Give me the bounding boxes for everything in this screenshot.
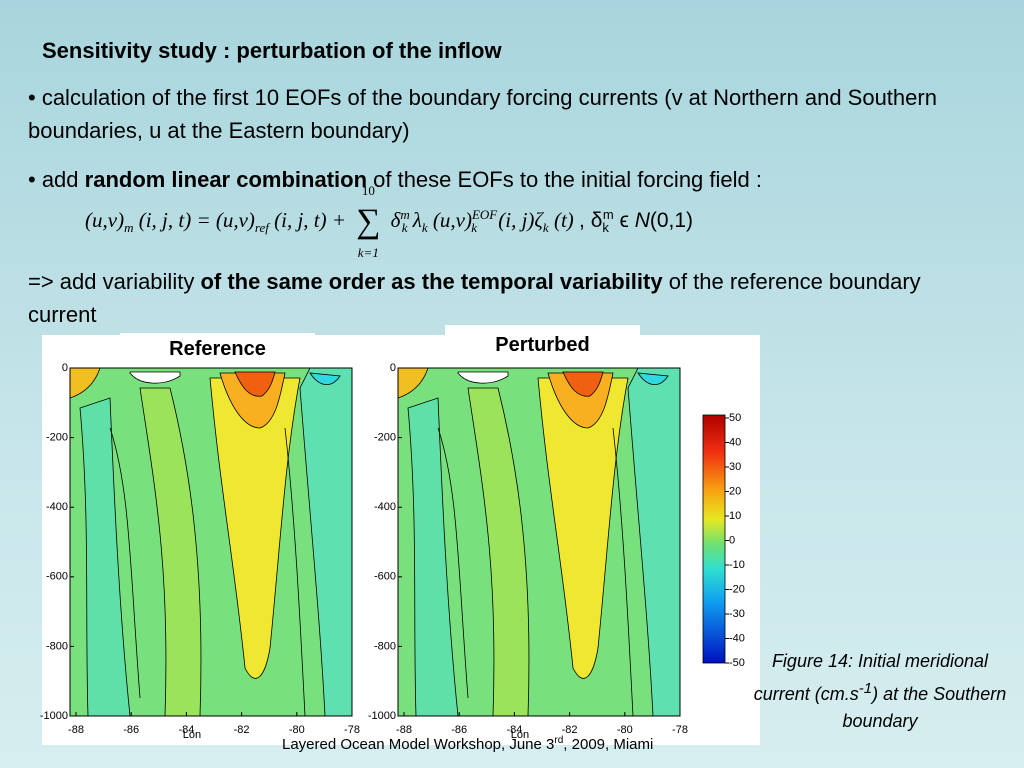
colorbar-tick-label: 10 — [729, 510, 741, 522]
panel-label: Reference — [120, 333, 315, 365]
eq-part: (u,v) — [85, 207, 125, 232]
bullet: • calculation of the first 10 EOFs of th… — [28, 85, 937, 143]
sum: 10 ∑ k=1 — [351, 183, 385, 260]
eq-part: λ — [412, 207, 422, 232]
text: Figure 14: Initial meridional current (c… — [753, 651, 989, 704]
eq-sup: 10 — [361, 183, 375, 198]
text: of these EOFs to the initial forcing fie… — [367, 167, 762, 192]
x-axis-label: Lon — [511, 729, 529, 741]
eq-sub: k — [471, 220, 478, 235]
text: • add — [28, 167, 85, 192]
emphasis: random linear combination — [84, 167, 368, 192]
eq-part: N — [634, 208, 650, 232]
eq-part: (i, j)ζ — [498, 207, 543, 232]
eq-part: (i, j, t) + — [274, 207, 347, 232]
x-tick-label: -82 — [234, 724, 250, 736]
eq-sup: EOF — [471, 206, 498, 222]
x-tick-label: -78 — [344, 724, 360, 736]
x-tick-label: -84 — [178, 724, 194, 736]
x-tick-label: -86 — [451, 724, 467, 736]
eq-part: (t) — [553, 207, 574, 232]
eq-sup: m — [602, 206, 614, 222]
eq-sub: k=1 — [357, 245, 379, 260]
y-tick-label: -800 — [374, 640, 396, 652]
footer: Layered Ocean Model Workshop, June 3rd, … — [282, 735, 653, 753]
eq-part: (i, j, t) = (u,v) — [138, 207, 255, 232]
x-tick-label: -80 — [289, 724, 305, 736]
caption: Figure 14: Initial meridional current (c… — [745, 648, 1015, 735]
eq-part: (u,v) — [432, 207, 472, 232]
equation: (u,v)m (i, j, t) = (u,v)ref (i, j, t) + … — [85, 183, 694, 260]
y-tick-label: -200 — [374, 432, 396, 444]
y-tick-label: -1000 — [368, 710, 396, 722]
x-axis-label: Lon — [183, 729, 201, 741]
y-tick-label: -1000 — [40, 710, 68, 722]
y-tick-label: -400 — [46, 501, 68, 513]
eq-sub: k — [542, 220, 549, 235]
colorbar-tick-label: -50 — [729, 657, 745, 669]
x-tick-label: -84 — [506, 724, 522, 736]
contour-plot — [397, 367, 681, 717]
x-tick-label: -88 — [68, 724, 84, 736]
colorbar-tick-label: 50 — [729, 412, 741, 424]
x-tick-label: -88 — [396, 724, 412, 736]
colorbar-tick-label: -30 — [729, 608, 745, 620]
colorbar — [702, 414, 726, 664]
eq-part: , δ — [579, 208, 603, 232]
colorbar-tick-label: 30 — [729, 461, 741, 473]
x-tick-label: -82 — [562, 724, 578, 736]
y-tick-label: -200 — [46, 432, 68, 444]
superscript: rd — [554, 735, 564, 746]
y-tick-label: -400 — [374, 501, 396, 513]
eq-sub: m — [124, 220, 134, 235]
colorbar-tick-label: 20 — [729, 485, 741, 497]
eq-sub: ref — [254, 220, 269, 235]
x-tick-label: -80 — [617, 724, 633, 736]
y-tick-label: -600 — [46, 571, 68, 583]
y-tick-label: 0 — [390, 362, 396, 374]
text: ) at the Southern boundary — [842, 684, 1007, 731]
x-tick-label: -86 — [123, 724, 139, 736]
text: , 2009, Miami — [563, 736, 654, 753]
colorbar-tick-label: 0 — [729, 534, 735, 546]
colorbar-tick-label: -20 — [729, 583, 745, 595]
eq-sub: k — [421, 220, 428, 235]
slide-title: Sensitivity study : perturbation of the … — [42, 38, 502, 63]
eq-sub: k — [401, 220, 408, 235]
eq-sup: m — [400, 206, 410, 222]
eq-sub: k — [602, 220, 609, 235]
y-tick-label: 0 — [62, 362, 68, 374]
eq-part: δ — [390, 207, 401, 232]
conclusion: => add variability of the same order as … — [28, 265, 988, 331]
sum-sign: ∑ — [356, 203, 381, 240]
text: Layered Ocean Model Workshop, June 3 — [282, 736, 555, 753]
colorbar-tick-label: -10 — [729, 559, 745, 571]
colorbar-tick-label: -40 — [729, 632, 745, 644]
bullet: • add random linear combination of these… — [28, 163, 988, 196]
text: => add variability — [28, 269, 201, 294]
superscript: -1 — [858, 680, 873, 697]
eq-part: (0,1) — [649, 208, 694, 232]
emphasis: of the same order as the temporal variab… — [200, 269, 663, 294]
text: of the reference boundary current — [28, 269, 921, 327]
x-tick-label: -78 — [672, 724, 688, 736]
y-tick-label: -800 — [46, 640, 68, 652]
contour-plot — [69, 367, 353, 717]
y-tick-label: -600 — [374, 571, 396, 583]
eq-part: ϵ — [613, 208, 635, 232]
colorbar-tick-label: 40 — [729, 436, 741, 448]
panel-label: Perturbed — [445, 325, 640, 363]
